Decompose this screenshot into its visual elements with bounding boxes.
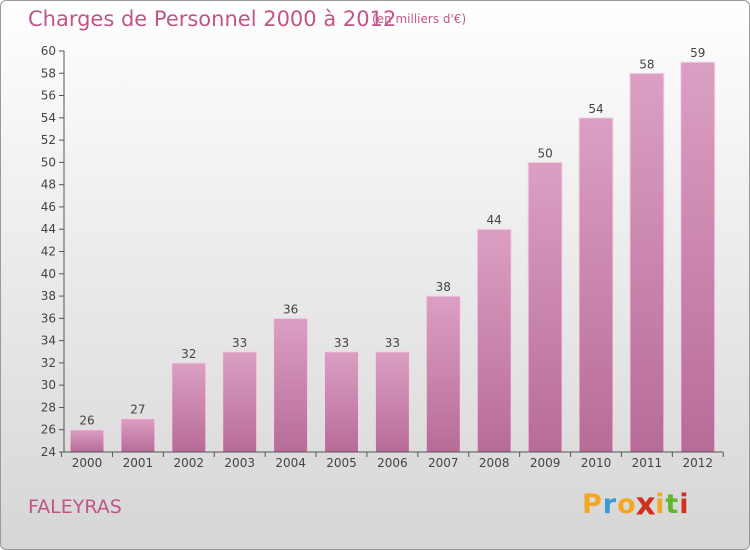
x-tick-label: 2012: [683, 456, 714, 470]
y-tick-label: 46: [41, 200, 56, 214]
data-label: 58: [639, 57, 654, 71]
bar: [629, 72, 665, 453]
y-tick-label: 42: [41, 245, 56, 259]
bar: [527, 161, 563, 453]
y-tick-label: 54: [41, 111, 56, 125]
x-tick-label: 2009: [530, 456, 561, 470]
y-tick-label: 56: [41, 89, 56, 103]
y-tick-label: 26: [41, 423, 56, 437]
proxiti-logo[interactable]: Proxiti: [582, 486, 690, 523]
x-tick-label: 2011: [632, 456, 663, 470]
x-tick-label: 2000: [72, 456, 103, 470]
y-tick-label: 28: [41, 400, 56, 414]
data-label: 33: [385, 336, 400, 350]
chart-subtitle: (en milliers d'€): [372, 12, 467, 26]
chart-title: Charges de Personnel 2000 à 2012: [28, 7, 397, 31]
bar: [222, 351, 258, 453]
x-tick-label: 2005: [326, 456, 357, 470]
x-tick-label: 2001: [123, 456, 154, 470]
data-label: 54: [588, 102, 603, 116]
data-label: 44: [487, 213, 502, 227]
logo-letter: t: [665, 489, 680, 520]
data-label: 38: [436, 280, 451, 294]
logo-letter: x: [635, 486, 657, 523]
x-tick-label: 2006: [377, 456, 408, 470]
bar: [374, 351, 410, 453]
bar: [324, 351, 359, 453]
bar: [425, 295, 461, 453]
y-tick-label: 24: [41, 445, 56, 459]
y-tick-label: 36: [41, 311, 56, 325]
y-tick-label: 34: [41, 334, 56, 348]
bar: [69, 429, 105, 453]
data-label: 26: [79, 414, 94, 428]
bar: [578, 117, 614, 453]
commune-name: FALEYRAS: [28, 496, 122, 518]
y-tick-label: 60: [41, 44, 56, 58]
x-tick-label: 2007: [428, 456, 459, 470]
y-tick-label: 44: [41, 222, 56, 236]
logo-letter: o: [617, 489, 637, 520]
data-label: 59: [690, 46, 705, 60]
bar: [120, 418, 156, 453]
y-tick-label: 40: [41, 267, 56, 281]
logo-letter: i: [679, 489, 690, 520]
y-tick-label: 38: [41, 289, 56, 303]
logo-letter: r: [602, 489, 618, 520]
y-tick-label: 32: [41, 356, 56, 370]
x-tick-label: 2003: [224, 456, 255, 470]
data-label: 32: [181, 347, 196, 361]
y-tick-label: 52: [41, 133, 56, 147]
data-label: 27: [130, 403, 145, 417]
logo-letter: P: [582, 489, 603, 520]
x-tick-label: 2008: [479, 456, 510, 470]
data-label: 33: [232, 336, 247, 350]
bar: [680, 61, 716, 453]
x-tick-label: 2002: [174, 456, 205, 470]
y-tick-label: 48: [41, 178, 56, 192]
data-label: 33: [334, 336, 349, 350]
bar: [273, 317, 309, 453]
y-tick-label: 30: [41, 378, 56, 392]
data-label: 50: [537, 146, 552, 160]
bar: [476, 228, 512, 453]
y-tick-label: 58: [41, 66, 56, 80]
x-tick-label: 2010: [581, 456, 612, 470]
y-tick-label: 50: [41, 155, 56, 169]
x-tick-label: 2004: [275, 456, 306, 470]
bar: [171, 362, 207, 453]
logo-letter: i: [655, 489, 666, 520]
data-label: 36: [283, 302, 298, 316]
